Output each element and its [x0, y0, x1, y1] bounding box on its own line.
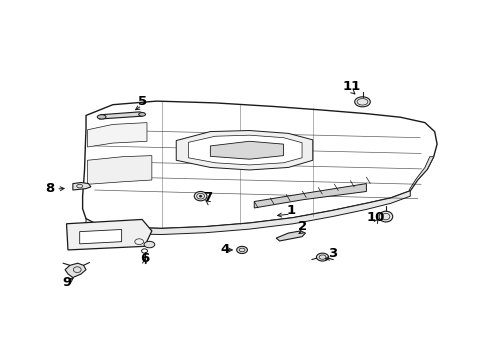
Text: 8: 8 [45, 183, 54, 195]
Polygon shape [87, 156, 152, 184]
Ellipse shape [316, 253, 328, 261]
Polygon shape [66, 220, 152, 250]
Text: 4: 4 [220, 243, 229, 256]
Polygon shape [65, 263, 86, 278]
Polygon shape [408, 157, 433, 191]
Polygon shape [73, 183, 91, 190]
Text: 6: 6 [140, 252, 149, 265]
Ellipse shape [139, 113, 145, 116]
Ellipse shape [236, 246, 247, 253]
Text: 2: 2 [298, 220, 307, 233]
Polygon shape [254, 184, 366, 208]
Ellipse shape [194, 192, 206, 201]
Polygon shape [82, 101, 436, 228]
Text: 1: 1 [285, 204, 295, 217]
Polygon shape [188, 135, 302, 165]
Polygon shape [176, 131, 312, 170]
Polygon shape [80, 229, 122, 244]
Ellipse shape [97, 115, 106, 119]
Ellipse shape [354, 97, 369, 107]
Polygon shape [86, 191, 409, 234]
Ellipse shape [378, 211, 392, 222]
Text: 9: 9 [62, 276, 71, 289]
Polygon shape [210, 141, 283, 159]
Polygon shape [87, 123, 147, 147]
Ellipse shape [144, 241, 155, 248]
Polygon shape [276, 231, 305, 241]
Polygon shape [99, 112, 144, 119]
Text: 11: 11 [342, 80, 360, 93]
Text: 5: 5 [137, 95, 146, 108]
Ellipse shape [199, 195, 202, 197]
Text: 7: 7 [203, 192, 212, 204]
Text: 10: 10 [366, 211, 385, 224]
Text: 3: 3 [327, 247, 336, 260]
